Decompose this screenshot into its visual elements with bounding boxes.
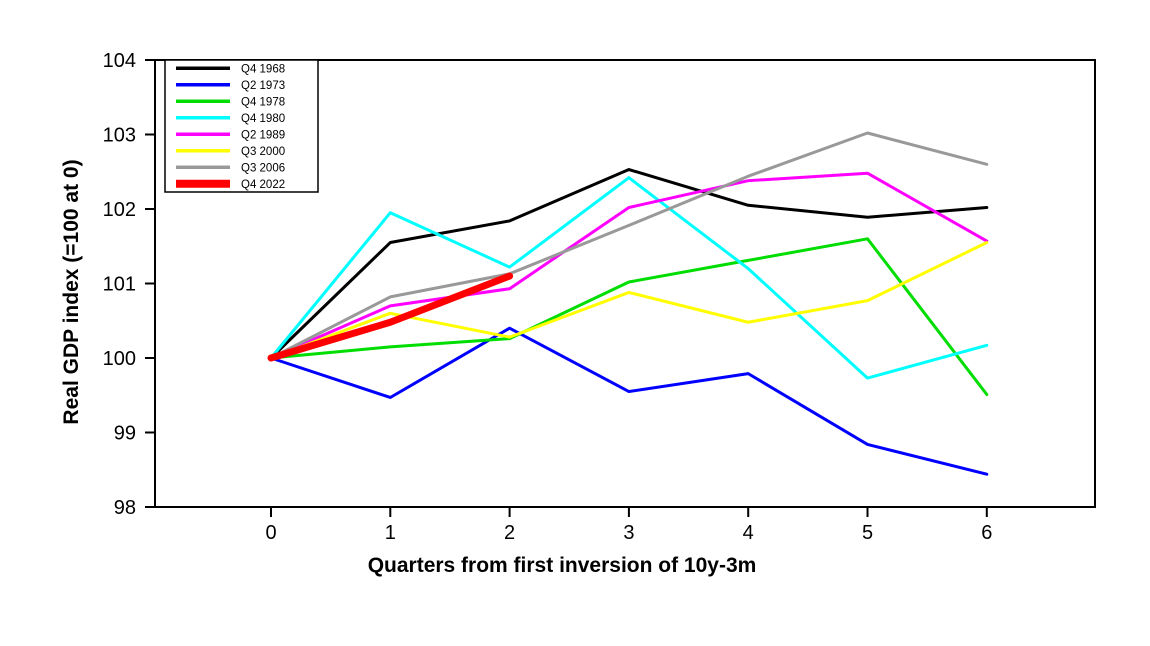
y-tick-label: 100 xyxy=(103,348,136,370)
y-tick-label: 102 xyxy=(103,199,136,221)
legend-box xyxy=(164,59,319,193)
legend-label-q4-2022: Q4 2022 xyxy=(241,179,285,191)
series-line-q2-1989 xyxy=(269,171,989,360)
legend-label-q3-2000: Q3 2000 xyxy=(241,146,285,158)
series-line-q4-1978 xyxy=(269,237,989,397)
y-tick-label: 104 xyxy=(103,50,136,72)
x-tick-label: 0 xyxy=(265,522,276,544)
x-tick-label: 1 xyxy=(385,522,396,544)
series-line-q4-1968 xyxy=(269,168,989,360)
x-tick-label: 5 xyxy=(862,522,873,544)
legend-label-q4-1978: Q4 1978 xyxy=(241,96,285,108)
series-line-q2-1973 xyxy=(269,326,989,476)
legend-label-q4-1968: Q4 1968 xyxy=(241,63,285,75)
series-line-q4-2022 xyxy=(267,272,514,362)
legend-label-q3-2006: Q3 2006 xyxy=(241,162,285,174)
legend-label-q2-1973: Q2 1973 xyxy=(241,80,285,92)
x-tick-label: 4 xyxy=(743,522,754,544)
legend-label-q4-1980: Q4 1980 xyxy=(241,113,285,125)
x-tick-label: 2 xyxy=(504,522,515,544)
y-tick-label: 101 xyxy=(103,274,136,296)
y-tick-label: 103 xyxy=(103,125,136,147)
x-axis-title: Quarters from first inversion of 10y-3m xyxy=(367,554,757,577)
series-line-q4-1980 xyxy=(269,176,989,380)
y-axis-title: Real GDP index (=100 at 0) xyxy=(60,159,83,425)
y-tick-label: 98 xyxy=(114,497,136,519)
series-line-q3-2006 xyxy=(269,131,989,360)
x-tick-label: 3 xyxy=(623,522,634,544)
legend-label-q2-1989: Q2 1989 xyxy=(241,129,285,141)
x-tick-label: 6 xyxy=(981,522,992,544)
series-line-q3-2000 xyxy=(269,241,989,360)
y-tick-label: 99 xyxy=(114,423,136,445)
